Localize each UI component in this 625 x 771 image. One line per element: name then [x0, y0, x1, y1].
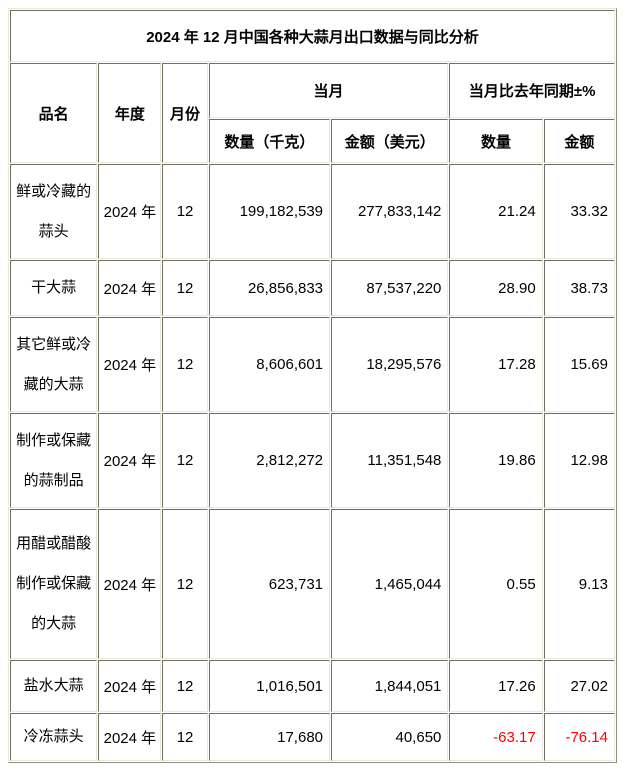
cell-amount-pct: 38.73	[543, 260, 615, 316]
header-yoy-amount: 金额	[543, 119, 615, 163]
cell-amount-pct: 15.69	[543, 317, 615, 412]
header-year: 年度	[98, 63, 162, 163]
header-yoy: 当月比去年同期±%	[449, 63, 615, 118]
title-row: 2024 年 12 月中国各种大蒜月出口数据与同比分析	[10, 10, 615, 62]
cell-qty: 2,812,272	[208, 413, 331, 508]
cell-amount: 40,650	[331, 713, 449, 761]
cell-amount-pct: 9.13	[543, 509, 615, 659]
header-qty-kg: 数量（千克）	[208, 119, 331, 163]
cell-qty-pct: 28.90	[449, 260, 543, 316]
cell-amount: 18,295,576	[331, 317, 449, 412]
table-row: 用醋或醋酸制作或保藏的大蒜 2024 年 12 623,731 1,465,044 0.5…	[10, 509, 615, 659]
cell-month: 12	[162, 413, 208, 508]
header-month: 月份	[162, 63, 208, 163]
cell-month: 12	[162, 317, 208, 412]
cell-product: 冷冻蒜头	[10, 713, 98, 761]
cell-amount: 1,465,044	[331, 509, 449, 659]
header-yoy-qty: 数量	[449, 119, 543, 163]
cell-amount: 11,351,548	[331, 413, 449, 508]
cell-qty-pct: -63.17	[449, 713, 543, 761]
cell-qty: 8,606,601	[208, 317, 331, 412]
cell-year: 2024 年	[98, 660, 162, 712]
cell-amount: 277,833,142	[331, 164, 449, 259]
cell-product: 用醋或醋酸制作或保藏的大蒜	[10, 509, 98, 659]
cell-qty: 1,016,501	[208, 660, 331, 712]
cell-amount: 87,537,220	[331, 260, 449, 316]
cell-qty-pct: 17.26	[449, 660, 543, 712]
header-product: 品名	[10, 63, 98, 163]
cell-month: 12	[162, 509, 208, 659]
cell-product: 鲜或冷藏的蒜头	[10, 164, 98, 259]
cell-amount-pct: 27.02	[543, 660, 615, 712]
cell-year: 2024 年	[98, 260, 162, 316]
table-row: 其它鲜或冷藏的大蒜 2024 年 12 8,606,601 18,295,576 17.2…	[10, 317, 615, 412]
cell-month: 12	[162, 713, 208, 761]
cell-qty: 199,182,539	[208, 164, 331, 259]
cell-qty-pct: 0.55	[449, 509, 543, 659]
table-row: 干大蒜 2024 年 12 26,856,833 87,537,220 28.90 38.7…	[10, 260, 615, 316]
cell-year: 2024 年	[98, 713, 162, 761]
cell-year: 2024 年	[98, 413, 162, 508]
table-row: 制作或保藏的蒜制品 2024 年 12 2,812,272 11,351,548 19.8…	[10, 413, 615, 508]
cell-product: 制作或保藏的蒜制品	[10, 413, 98, 508]
header-current-month: 当月	[208, 63, 449, 118]
garlic-export-table: 2024 年 12 月中国各种大蒜月出口数据与同比分析 品名 年度 月份 当月 …	[8, 8, 617, 763]
header-row-top: 品名 年度 月份 当月 当月比去年同期±%	[10, 63, 615, 163]
cell-year: 2024 年	[98, 509, 162, 659]
table-row: 盐水大蒜 2024 年 12 1,016,501 1,844,051 17.26 27.02	[10, 660, 615, 712]
cell-product: 盐水大蒜	[10, 660, 98, 712]
cell-qty-pct: 19.86	[449, 413, 543, 508]
cell-qty: 26,856,833	[208, 260, 331, 316]
cell-qty: 623,731	[208, 509, 331, 659]
cell-year: 2024 年	[98, 164, 162, 259]
cell-qty-pct: 21.24	[449, 164, 543, 259]
cell-year: 2024 年	[98, 317, 162, 412]
cell-amount-pct: 33.32	[543, 164, 615, 259]
table-body: 鲜或冷藏的蒜头 2024 年 12 199,182,539 277,833,142 21.…	[10, 164, 615, 761]
cell-amount: 1,844,051	[331, 660, 449, 712]
cell-qty-pct: 17.28	[449, 317, 543, 412]
cell-product: 干大蒜	[10, 260, 98, 316]
cell-qty: 17,680	[208, 713, 331, 761]
table-row: 冷冻蒜头 2024 年 12 17,680 40,650 -63.17 -76.14	[10, 713, 615, 761]
cell-amount-pct: 12.98	[543, 413, 615, 508]
header-row-sub: 数量（千克） 金额（美元） 数量 金额	[10, 119, 615, 163]
table-row: 鲜或冷藏的蒜头 2024 年 12 199,182,539 277,833,142 21.…	[10, 164, 615, 259]
cell-amount-pct: -76.14	[543, 713, 615, 761]
cell-month: 12	[162, 660, 208, 712]
cell-product: 其它鲜或冷藏的大蒜	[10, 317, 98, 412]
cell-month: 12	[162, 260, 208, 316]
table-title: 2024 年 12 月中国各种大蒜月出口数据与同比分析	[10, 10, 615, 62]
header-amount-usd: 金额（美元）	[331, 119, 449, 163]
cell-month: 12	[162, 164, 208, 259]
